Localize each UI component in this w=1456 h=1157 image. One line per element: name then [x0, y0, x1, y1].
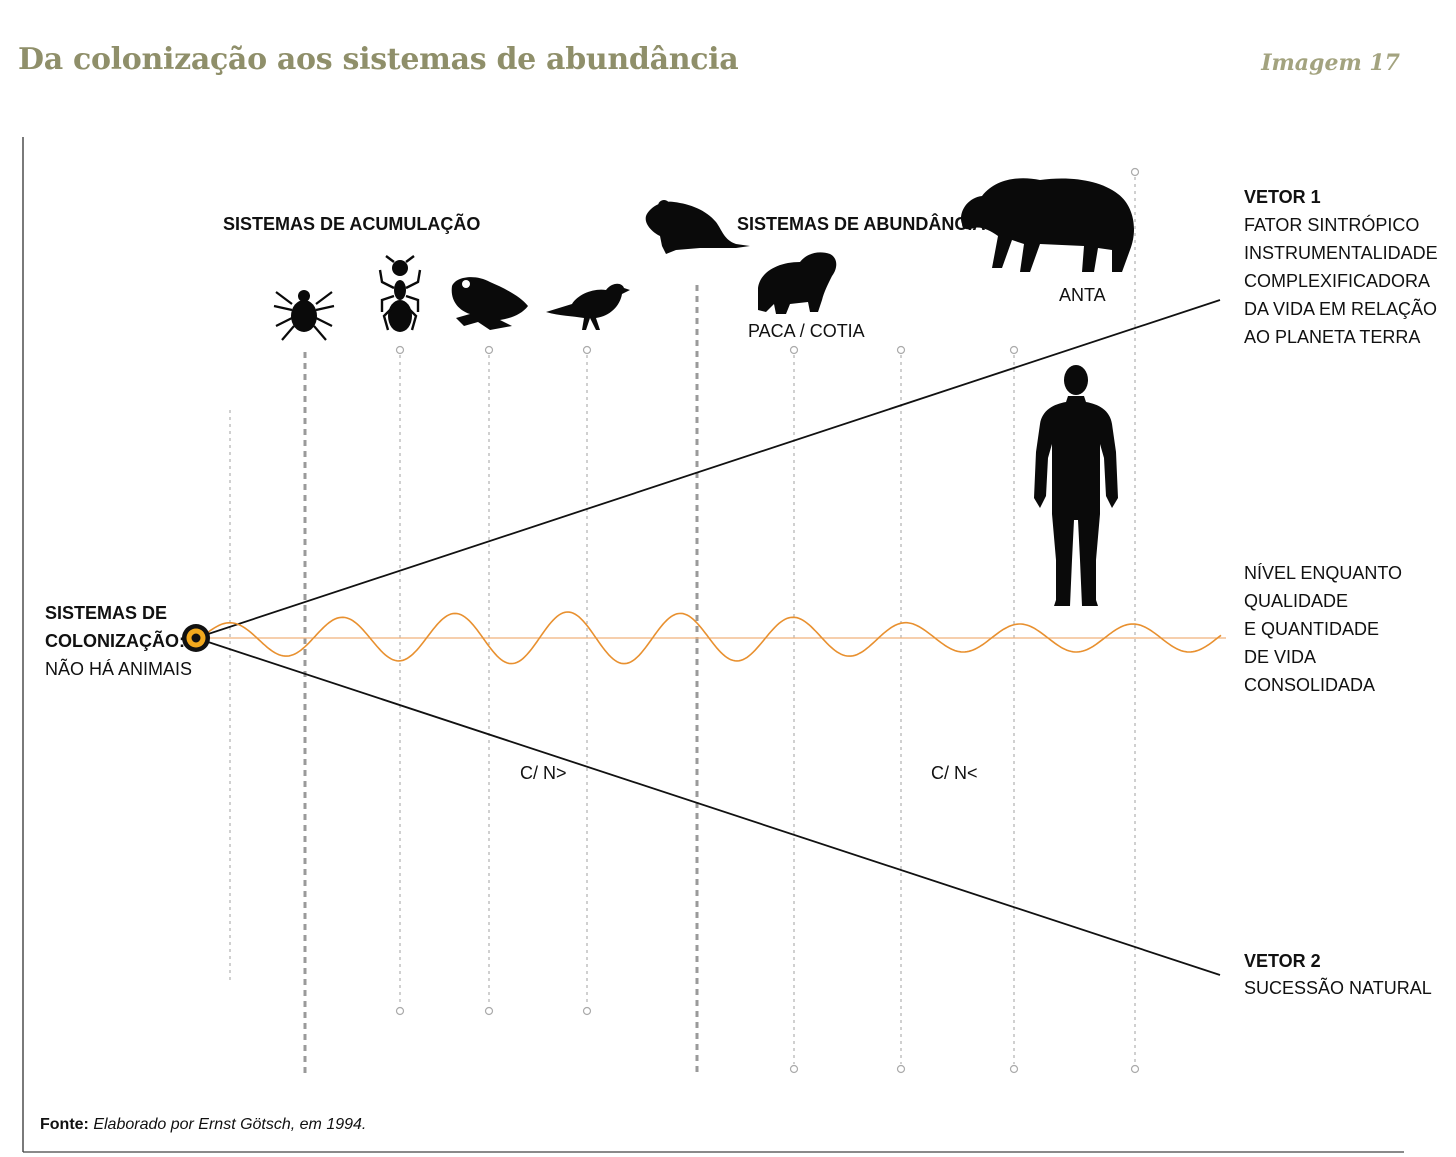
tick-icon — [273, 290, 335, 341]
anta-label: ANTA — [1059, 285, 1106, 305]
cn-ratio-high: C/ N> — [520, 763, 567, 783]
guide-end-markers — [395, 167, 1140, 1074]
vector2-subtitle: SUCESSÃO NATURAL — [1244, 977, 1432, 998]
page-title: Da colonização aos sistemas de abundânci… — [18, 42, 739, 77]
vector1-line-4: DA VIDA EM RELAÇÃO — [1244, 298, 1437, 319]
abundance-heading: SISTEMAS DE ABUNDÂNCIA — [737, 213, 985, 234]
source-text: Elaborado por Ernst Götsch, em 1994. — [93, 1116, 367, 1133]
level-line-5: CONSOLIDADA — [1244, 675, 1375, 695]
origin-title-line1: SISTEMAS DE — [45, 603, 167, 623]
vector1-line-1: FATOR SINTRÓPICO — [1244, 214, 1419, 235]
vector1-title: VETOR 1 — [1244, 187, 1321, 207]
cn-ratio-low: C/ N< — [931, 763, 978, 783]
vector2-title: VETOR 2 — [1244, 951, 1321, 971]
vector2-line — [195, 637, 1221, 976]
paca-label: PACA / COTIA — [748, 321, 865, 341]
rat-icon — [645, 200, 750, 254]
source-note: Fonte: Elaborado por Ernst Götsch, em 19… — [40, 1116, 366, 1134]
vector1-line-3: COMPLEXIFICADORA — [1244, 271, 1430, 291]
origin-subtitle: NÃO HÁ ANIMAIS — [45, 658, 192, 679]
vertical-guides — [229, 177, 1136, 1064]
system-dividers — [303, 285, 699, 1074]
human-icon — [1034, 365, 1118, 606]
origin-title-line2: COLONIZAÇÃO: — [45, 630, 185, 651]
source-label: Fonte: — [40, 1116, 89, 1133]
level-line-2: QUALIDADE — [1244, 591, 1348, 611]
life-level-wave — [204, 611, 1222, 665]
level-line-4: DE VIDA — [1244, 647, 1316, 667]
bird-icon — [546, 283, 630, 330]
accumulation-heading: SISTEMAS DE ACUMULAÇÃO — [223, 213, 480, 234]
vector1-line-2: INSTRUMENTALIDADE — [1244, 243, 1438, 263]
origin-point — [182, 624, 210, 652]
capybara-icon — [758, 252, 837, 314]
vector1-line — [195, 299, 1221, 639]
figure-number: Imagem 17 — [1261, 50, 1400, 76]
ant-icon — [378, 255, 422, 332]
tapir-icon — [960, 178, 1134, 272]
vector1-line-5: AO PLANETA TERRA — [1244, 327, 1420, 347]
frog-icon — [451, 277, 528, 330]
level-line-1: NÍVEL ENQUANTO — [1244, 563, 1402, 583]
level-line-3: E QUANTIDADE — [1244, 619, 1379, 639]
